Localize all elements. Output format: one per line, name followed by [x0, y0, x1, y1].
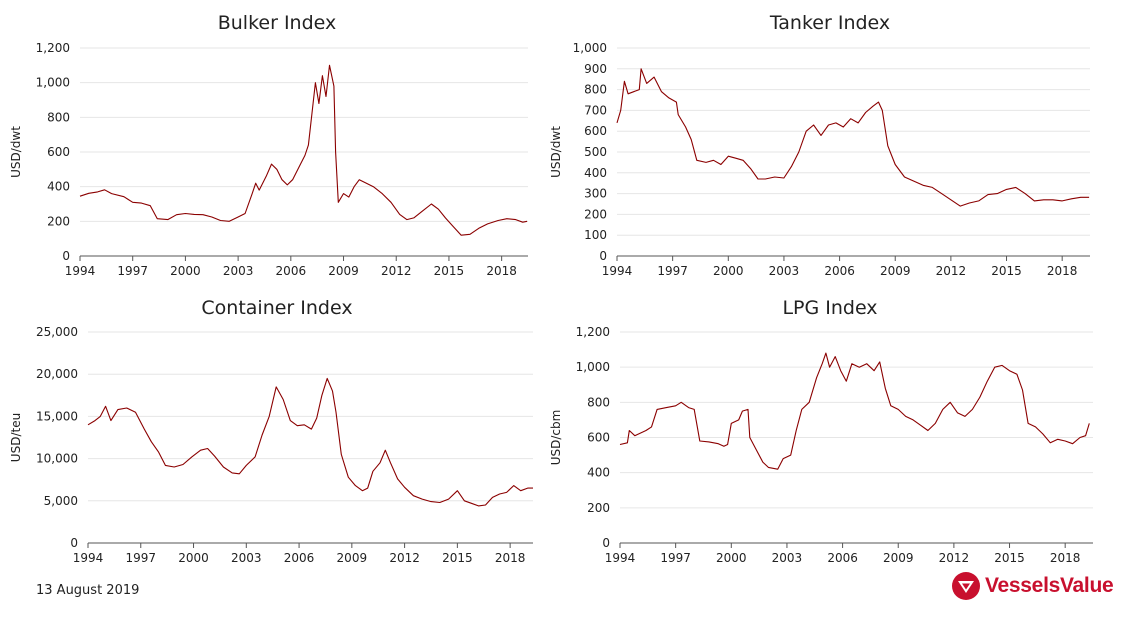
- x-tick-label: 2009: [337, 551, 368, 565]
- x-tick-label: 2006: [276, 264, 307, 278]
- y-axis-label: USD/cbm: [549, 410, 563, 466]
- x-tick-label: 2012: [939, 551, 970, 565]
- x-tick-label: 1997: [660, 551, 691, 565]
- y-tick-label: 400: [47, 180, 70, 194]
- y-tick-label: 20,000: [36, 367, 78, 381]
- y-tick-label: 1,000: [573, 41, 607, 55]
- x-tick-label: 2012: [936, 264, 967, 278]
- x-tick-label: 2009: [880, 264, 911, 278]
- x-tick-label: 1997: [657, 264, 688, 278]
- x-tick-label: 2015: [994, 551, 1025, 565]
- x-tick-label: 2003: [769, 264, 800, 278]
- series-line: [87, 377, 533, 507]
- chart-container: Container Index 0 5,000 10,000 15,000 20,000 2…: [9, 297, 533, 565]
- chart-panel-container: Container Index 0 5,000 10,000 15,000 20,000 2…: [0, 290, 560, 570]
- y-tick-label: 1,000: [576, 360, 610, 374]
- report-date: 13 August 2019: [36, 583, 140, 598]
- x-tick-label: 2009: [883, 551, 914, 565]
- chart-tanker: Tanker Index 0 100 200 300 400 500 600 700 800 900…: [549, 12, 1090, 278]
- y-tick-label: 800: [47, 110, 70, 124]
- chart-panel-lpg: LPG Index 0 200 400 600 800 1,000 1,200 1994 1997…: [540, 290, 1110, 570]
- y-tick-label: 5,000: [44, 494, 78, 508]
- x-tick-label: 2015: [442, 551, 473, 565]
- vesselsvalue-logo-icon: [952, 572, 980, 600]
- y-axis-label: USD/dwt: [549, 126, 563, 178]
- y-tick-label: 10,000: [36, 452, 78, 466]
- x-tick-label: 2003: [231, 551, 262, 565]
- chart-title: Tanker Index: [769, 12, 890, 34]
- y-axis-label: USD/dwt: [9, 126, 23, 178]
- x-tick-label: 2018: [486, 264, 517, 278]
- x-tick-label: 1994: [73, 551, 104, 565]
- x-tick-label: 1997: [125, 551, 156, 565]
- x-tick-label: 2000: [170, 264, 201, 278]
- y-tick-label: 400: [587, 466, 610, 480]
- y-tick-label: 0: [70, 536, 78, 550]
- chart-title: LPG Index: [782, 297, 877, 319]
- x-tick-label: 2000: [178, 551, 209, 565]
- y-tick-label: 0: [599, 249, 607, 263]
- y-tick-label: 200: [584, 207, 607, 221]
- brand-logo: VesselsValue: [952, 571, 1114, 601]
- y-tick-label: 900: [584, 62, 607, 76]
- series-line: [619, 352, 1090, 470]
- x-tick-label: 1994: [602, 264, 633, 278]
- y-tick-label: 600: [47, 145, 70, 159]
- x-tick-label: 1994: [65, 264, 96, 278]
- y-tick-label: 200: [47, 214, 70, 228]
- x-tick-label: 2003: [772, 551, 803, 565]
- y-tick-label: 800: [587, 395, 610, 409]
- x-tick-label: 2018: [1050, 551, 1081, 565]
- y-tick-label: 200: [587, 501, 610, 515]
- y-tick-label: 700: [584, 103, 607, 117]
- series-line: [616, 68, 1090, 207]
- y-tick-label: 500: [584, 145, 607, 159]
- x-tick-label: 1994: [605, 551, 636, 565]
- y-tick-label: 1,200: [576, 325, 610, 339]
- x-tick-label: 2012: [381, 264, 412, 278]
- chart-title: Container Index: [201, 297, 352, 319]
- x-tick-label: 2012: [389, 551, 420, 565]
- brand-name: VesselsValue: [985, 574, 1114, 597]
- y-tick-label: 25,000: [36, 325, 78, 339]
- x-tick-label: 2018: [495, 551, 526, 565]
- chart-panel-bulker: Bulker Index 0 200 400 600 800 1,000 1,200 1994 1…: [0, 0, 560, 290]
- y-tick-label: 800: [584, 83, 607, 97]
- y-tick-label: 100: [584, 228, 607, 242]
- x-tick-label: 2015: [991, 264, 1022, 278]
- y-tick-label: 600: [587, 431, 610, 445]
- x-tick-label: 1997: [117, 264, 148, 278]
- y-tick-label: 15,000: [36, 409, 78, 423]
- x-tick-label: 2015: [434, 264, 465, 278]
- y-tick-label: 1,000: [36, 76, 70, 90]
- x-tick-label: 2009: [328, 264, 359, 278]
- x-tick-label: 2000: [716, 551, 747, 565]
- x-tick-label: 2003: [223, 264, 254, 278]
- x-tick-label: 2006: [284, 551, 315, 565]
- y-tick-label: 400: [584, 166, 607, 180]
- series-line: [79, 64, 528, 236]
- y-tick-label: 600: [584, 124, 607, 138]
- y-tick-label: 1,200: [36, 41, 70, 55]
- y-tick-label: 300: [584, 187, 607, 201]
- chart-lpg: LPG Index 0 200 400 600 800 1,000 1,200 1994 1997…: [549, 297, 1093, 565]
- x-tick-label: 2000: [713, 264, 744, 278]
- chart-panel-tanker: Tanker Index 0 100 200 300 400 500 600 700 800 900…: [540, 0, 1110, 290]
- y-tick-label: 0: [62, 249, 70, 263]
- x-tick-label: 2006: [827, 551, 858, 565]
- y-tick-label: 0: [602, 536, 610, 550]
- x-tick-label: 2006: [824, 264, 855, 278]
- chart-bulker: Bulker Index 0 200 400 600 800 1,000 1,200 1994 1…: [9, 12, 528, 278]
- x-tick-label: 2018: [1047, 264, 1078, 278]
- y-axis-label: USD/teu: [9, 413, 23, 462]
- chart-title: Bulker Index: [218, 12, 337, 34]
